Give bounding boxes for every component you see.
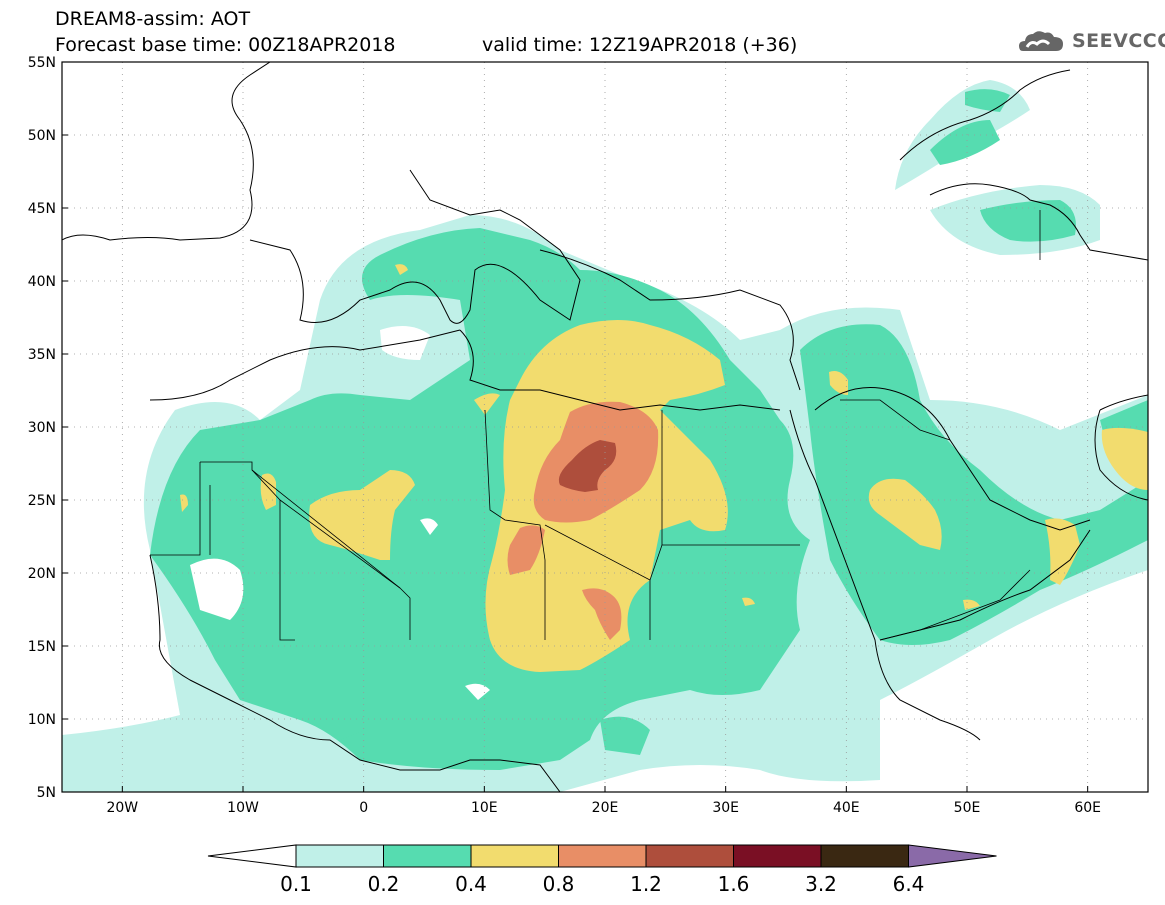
colorbar-label: 1.6 [718,872,750,896]
colorbar-swatch [820,844,909,868]
latitude-labels: 55N 50N 45N 40N 35N 30N 25N 20N 15N 10N 5N [28,55,56,801]
longitude-labels: 20W 10W 0 10E 20E 30E 40E 50E 60E [106,800,1101,816]
lat-tick-label: 55N [28,55,56,71]
map-frame [61,61,1149,793]
colorbar-swatch [645,844,734,868]
colorbar-label: 0.8 [543,872,575,896]
forecast-base-time: Forecast base time: 00Z18APR2018 [55,34,396,56]
borders [150,210,1041,641]
colorbar-swatch [383,844,472,868]
lat-tick-label: 20N [28,566,56,582]
colorbar-label: 3.2 [805,872,837,896]
lat-tick-label: 40N [28,274,56,290]
lon-tick-label: 40E [833,800,860,816]
lat-tick-label: 50N [28,128,56,144]
colorbar-label: 6.4 [893,872,925,896]
lat-tick-label: 5N [37,785,56,801]
cloud-icon [1019,31,1063,51]
aot-contours [62,80,1148,792]
lon-tick-label: 30E [712,800,739,816]
colorbar-label: 1.2 [630,872,662,896]
colorbar-max-arrow [908,844,997,868]
lat-tick-label: 15N [28,639,56,655]
aot-level-1.2 [558,440,617,492]
lat-tick-label: 30N [28,420,56,436]
colorbar-label: 0.4 [455,872,487,896]
colorbar-swatch [295,844,384,868]
lon-tick-label: 0 [359,800,368,816]
lon-tick-label: 50E [954,800,981,816]
logo-text: SEEVCCC [1072,30,1165,52]
colorbar-min-arrow [207,844,297,868]
valid-time: valid time: 12Z19APR2018 (+36) [482,34,798,56]
lat-tick-label: 10N [28,712,56,728]
lon-tick-label: 20E [592,800,619,816]
map-title: DREAM8-assim: AOT [55,8,251,30]
lon-tick-label: 20W [106,800,138,816]
lat-tick-label: 35N [28,347,56,363]
colorbar-label: 0.1 [280,872,312,896]
lon-tick-label: 10W [227,800,259,816]
colorbar-label: 0.2 [368,872,400,896]
lon-tick-label: 60E [1074,800,1101,816]
lat-tick-label: 45N [28,201,56,217]
colorbar-swatch [470,844,559,868]
aot-gaps [190,326,490,700]
colorbar: 0.1 0.2 0.4 0.8 1.2 1.6 3.2 6.4 [207,844,997,896]
colorbar-swatch [733,844,822,868]
lat-tick-label: 25N [28,493,56,509]
lon-tick-label: 10E [471,800,498,816]
colorbar-swatch [558,844,647,868]
